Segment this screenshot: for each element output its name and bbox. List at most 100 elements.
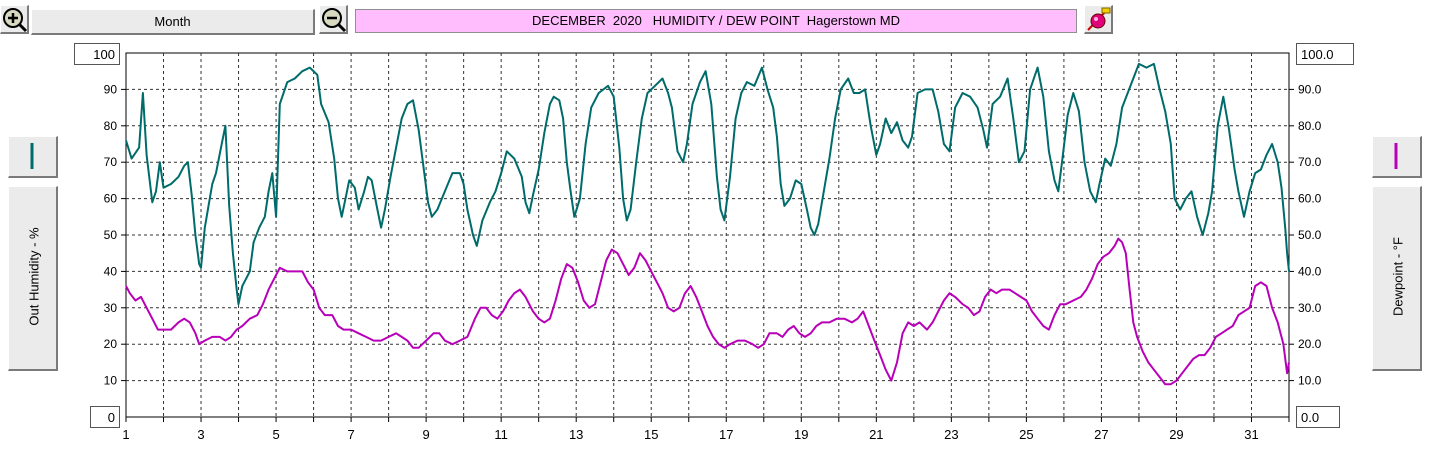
humidity-data-point (626, 219, 628, 221)
humidity-data-point (159, 161, 161, 163)
dewpoint-data-point (978, 310, 981, 312)
dewpoint-data-point (1249, 307, 1251, 309)
dewpoint-data-point (645, 259, 647, 262)
humidity-data-point (1018, 161, 1020, 163)
x-tick-label: 31 (1244, 427, 1258, 442)
dewpoint-data-point (633, 267, 635, 269)
humidity-data-point (1029, 88, 1031, 90)
dewpoint-data-point (843, 318, 846, 320)
humidity-data-point (431, 216, 433, 218)
dewpoint-data-point (555, 299, 557, 302)
humidity-axis-button[interactable]: Out Humidity - % (8, 186, 58, 371)
zoom-out-icon (322, 8, 347, 33)
dewpoint-data-point (757, 347, 759, 349)
dewpoint-line-swatch-icon (1394, 143, 1398, 169)
dewpoint-data-point (230, 336, 232, 338)
x-tick-label: 23 (944, 427, 958, 442)
humidity-data-point (367, 176, 369, 178)
dewpoint-data-point (140, 296, 142, 298)
dewpoint-data-point (656, 281, 658, 283)
left-axis-min-box[interactable]: 0 (90, 406, 120, 428)
dewpoint-data-point (828, 321, 831, 323)
humidity-data-point (720, 208, 722, 211)
zoom-out-button[interactable] (319, 5, 348, 34)
humidity-data-point (716, 176, 718, 178)
x-tick-label: 13 (569, 427, 583, 442)
x-tick-label: 17 (719, 427, 733, 442)
dewpoint-data-point (1220, 332, 1223, 334)
dewpoint-data-point (170, 329, 172, 331)
dewpoint-axis-button[interactable]: Dewpoint - °F (1372, 186, 1422, 371)
humidity-data-point (1132, 77, 1134, 80)
humidity-data-point (1053, 179, 1056, 181)
humidity-data-point (472, 234, 474, 236)
humidity-data-point (780, 183, 782, 185)
dewpoint-data-point (532, 310, 534, 312)
dewpoint-data-point (1132, 321, 1134, 323)
humidity-data-point (1037, 67, 1039, 69)
dewpoint-data-point (583, 299, 585, 302)
dewpoint-data-point (1192, 358, 1194, 360)
left-tick-label: 50 (104, 228, 118, 242)
humidity-data-point (191, 194, 193, 196)
dewpoint-data-point (650, 270, 652, 272)
humidity-data-point (204, 227, 206, 229)
dewpoint-data-point (1277, 321, 1279, 323)
right-axis-max-label: 100.0 (1301, 47, 1334, 62)
dewpoint-data-point (395, 332, 397, 334)
dewpoint-data-point (1129, 289, 1131, 291)
humidity-data-point (183, 165, 185, 167)
humidity-data-point (948, 150, 951, 152)
humidity-data-point (1012, 117, 1014, 120)
right-axis-min-box[interactable]: 0.0 (1296, 406, 1340, 428)
dewpoint-data-point (194, 332, 196, 334)
humidity-data-point (1217, 125, 1219, 127)
humidity-data-point (1234, 168, 1236, 171)
humidity-data-point (1280, 187, 1283, 189)
humidity-data-point (459, 172, 461, 174)
right-axis-max-box[interactable]: 100.0 (1296, 43, 1354, 65)
dewpoint-data-point (479, 307, 482, 309)
humidity-data-point (1288, 270, 1290, 272)
dewpoint-data-point (496, 318, 498, 320)
humidity-data-point (598, 92, 600, 94)
dewpoint-data-point (678, 307, 681, 309)
dewpoint-data-point (560, 278, 562, 280)
dewpoint-data-point (1175, 380, 1178, 382)
humidity-data-point (635, 161, 637, 163)
dewpoint-data-point (1181, 372, 1183, 374)
humidity-data-point (380, 227, 382, 229)
dewpoint-data-point (1204, 354, 1206, 356)
dewpoint-data-point (268, 289, 270, 291)
dewpoint-data-point (954, 296, 956, 298)
humidity-data-point (864, 88, 866, 90)
humidity-data-point (271, 172, 273, 174)
humidity-data-point (384, 208, 386, 211)
humidity-data-point (1104, 158, 1106, 160)
humidity-series-button[interactable] (8, 136, 58, 178)
humidity-data-point (354, 187, 356, 189)
dewpoint-data-point (279, 267, 281, 269)
dewpoint-data-point (600, 281, 602, 283)
zoom-in-button[interactable] (0, 5, 29, 34)
dewpoint-data-point (712, 336, 714, 338)
humidity-data-point (476, 245, 478, 247)
humidity-data-point (309, 67, 311, 69)
dewpoint-data-point (661, 292, 664, 294)
left-axis-max-box[interactable]: 100 (74, 43, 120, 65)
humidity-data-point (1207, 212, 1209, 214)
dewpoint-data-point (236, 329, 238, 331)
dewpoint-data-point (433, 332, 435, 334)
dewpoint-data-point (1080, 296, 1082, 298)
dewpoint-series-button[interactable] (1372, 136, 1422, 178)
dewpoint-data-point (1114, 245, 1116, 247)
dewpoint-data-point (301, 270, 303, 272)
options-button[interactable] (1084, 5, 1113, 34)
humidity-data-point (341, 216, 343, 218)
period-button[interactable]: Month (31, 9, 315, 35)
dewpoint-data-point (1048, 329, 1050, 331)
paint-palette-icon (1087, 7, 1111, 31)
dewpoint-data-point (189, 321, 191, 323)
dewpoint-data-point (907, 321, 909, 323)
humidity-data-point (1138, 63, 1140, 65)
